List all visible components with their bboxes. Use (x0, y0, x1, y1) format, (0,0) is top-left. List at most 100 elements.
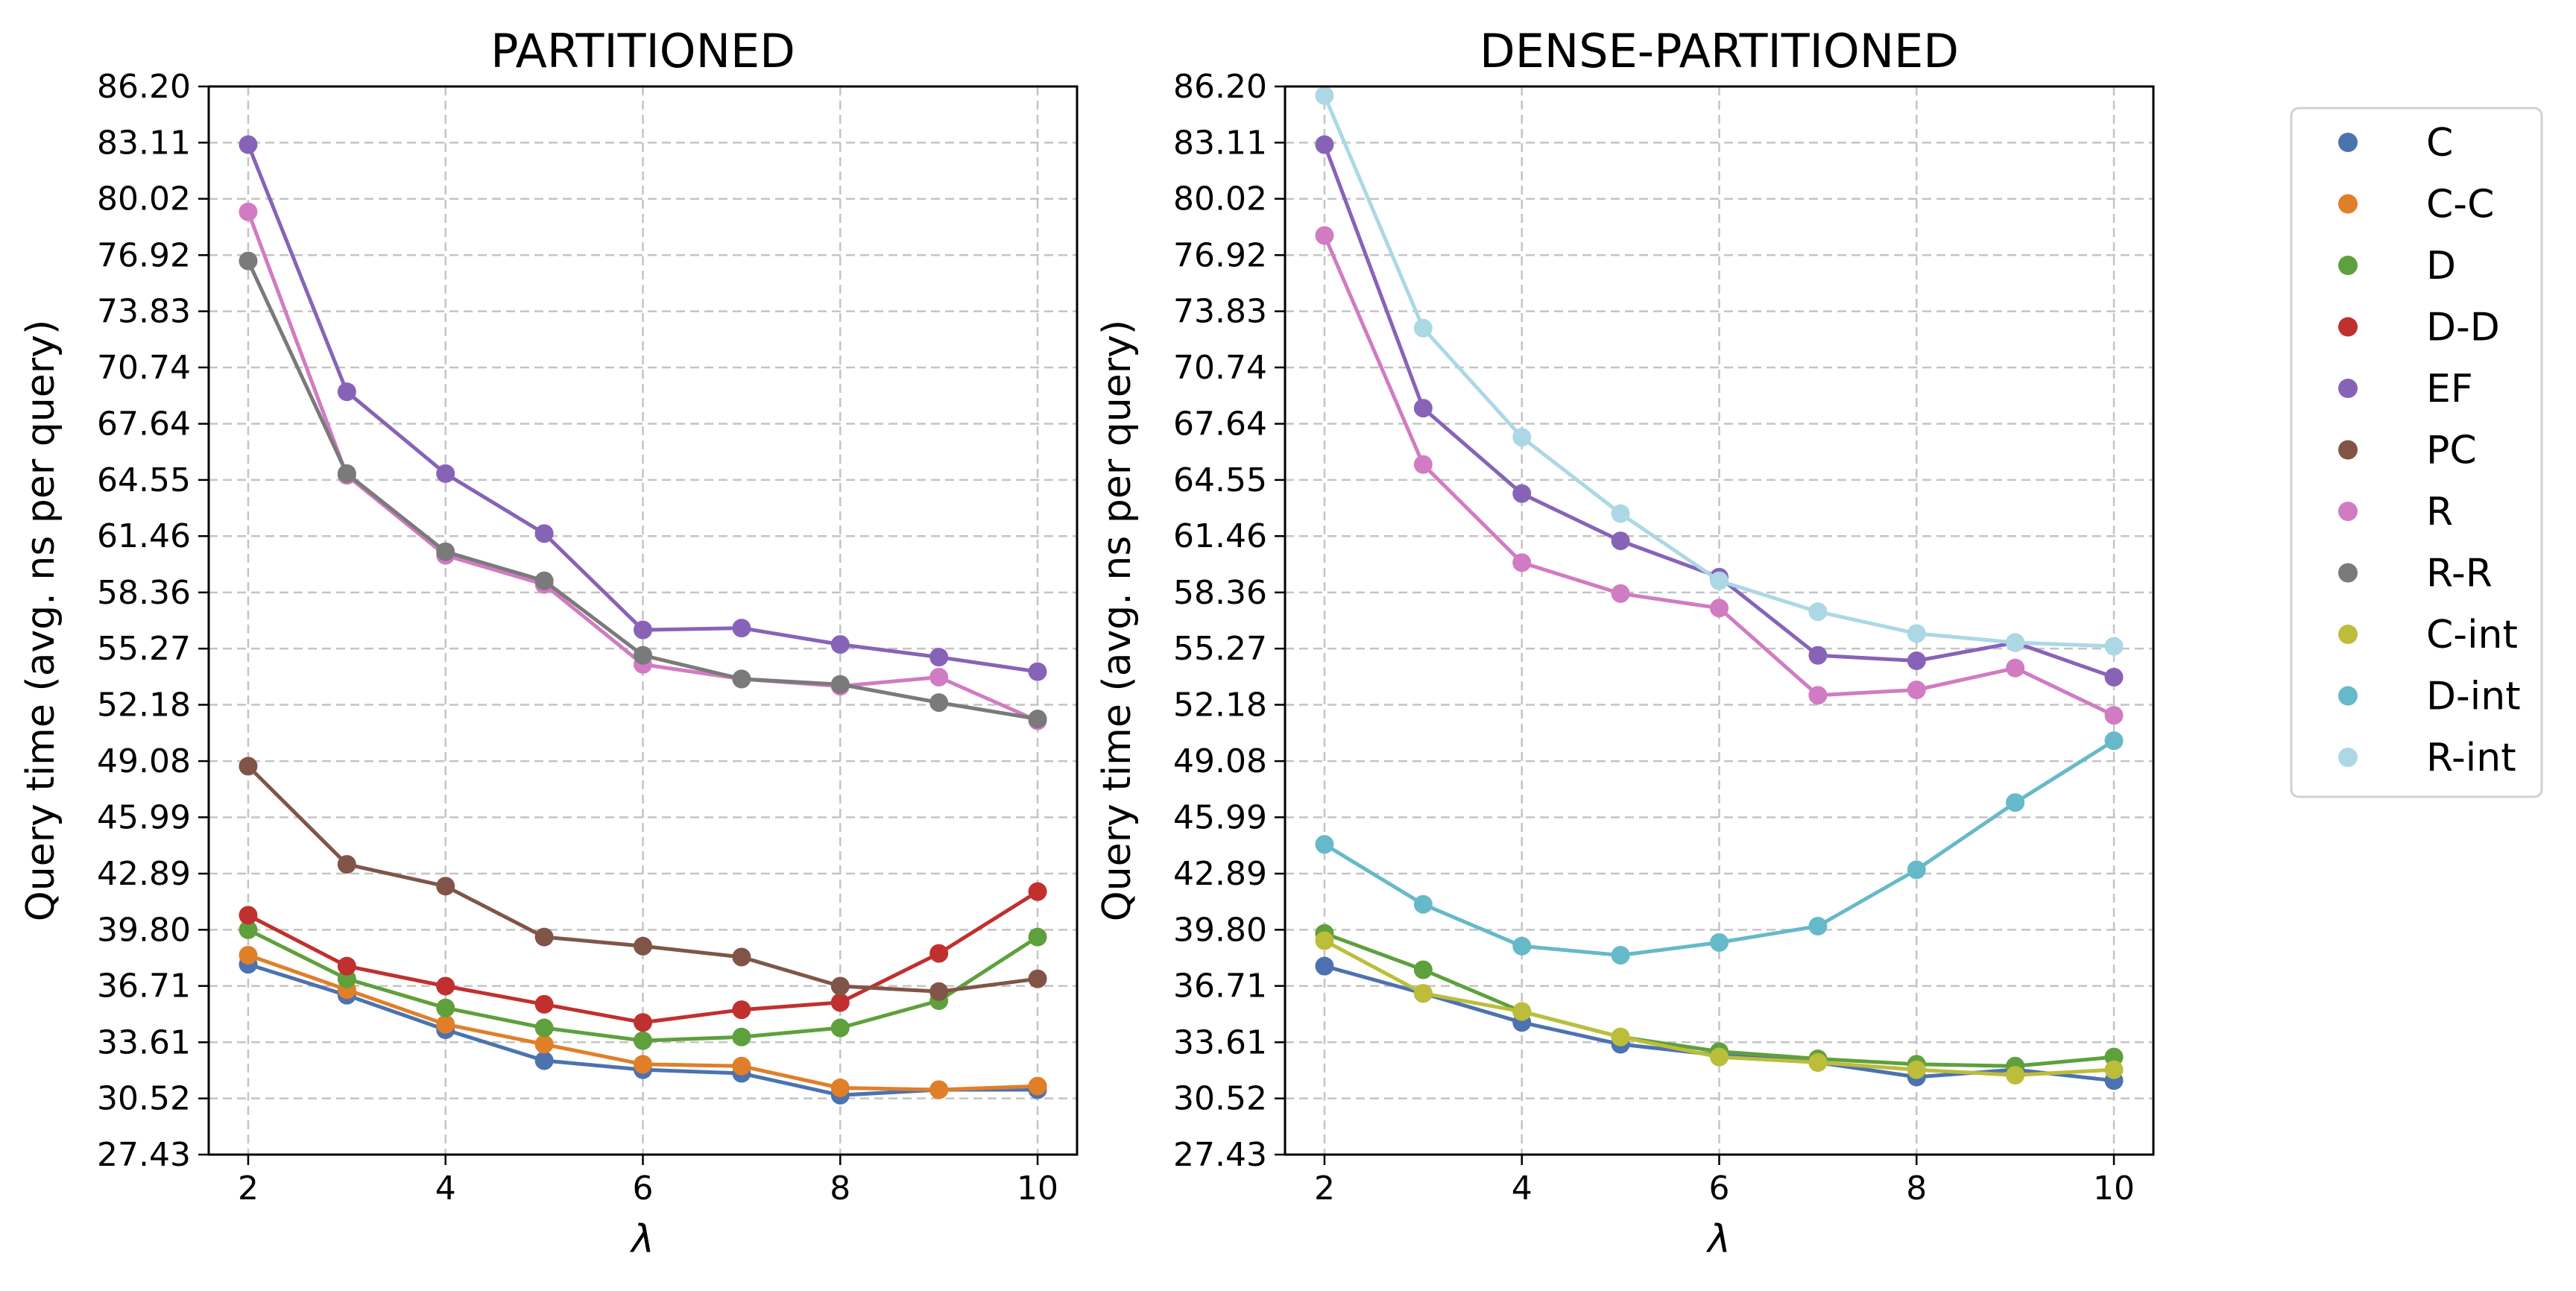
data-point-pc (929, 982, 949, 1001)
legend-entry-r-int: R-int (2338, 736, 2516, 780)
legend-label: R-int (2426, 736, 2516, 780)
data-point-c-int (1512, 1002, 1532, 1021)
y-tick-label: 49.08 (1173, 742, 1267, 780)
data-point-d-int (1907, 860, 1926, 880)
data-point-ef (2104, 667, 2124, 686)
series-r (1315, 226, 2124, 725)
data-point-d (634, 1031, 652, 1050)
y-axis-label: Query time (avg. ns per query) (1095, 320, 1140, 921)
data-point-pc (337, 855, 356, 874)
data-point-r-int (1611, 504, 1630, 523)
data-point-d-d (337, 956, 356, 976)
data-point-ef (1413, 399, 1433, 418)
x-tick-label: 10 (1017, 1170, 1058, 1208)
y-tick-label: 73.83 (97, 293, 191, 331)
data-point-ef (1315, 135, 1334, 154)
legend-label: D (2426, 244, 2456, 288)
y-tick-label: 76.92 (1173, 236, 1267, 274)
y-tick-label: 45.99 (97, 798, 191, 836)
data-point-r-r (732, 669, 751, 689)
x-axis-label: λ (629, 1217, 654, 1262)
panel-dense-partitioned: 27.43 30.52 33.61 36.71 39.80 42.89 45.99 49.08… (1095, 24, 2155, 1262)
y-tick-label: 52.18 (97, 686, 191, 725)
legend-marker-c (2338, 133, 2358, 152)
data-point-pc (732, 947, 751, 967)
legend-label: D-D (2426, 306, 2500, 350)
y-tick-label: 39.80 (97, 911, 191, 949)
data-point-r (1907, 681, 1926, 700)
data-point-ef (1907, 651, 1926, 671)
series-r-r (239, 251, 1047, 729)
legend-entry-d-d: D-D (2338, 306, 2500, 350)
series-ef (239, 135, 1047, 681)
legend-marker-pc (2338, 440, 2358, 460)
y-tick-label: 33.61 (97, 1023, 191, 1061)
data-point-pc (1028, 969, 1047, 988)
series-c-c (239, 946, 1047, 1099)
data-point-r-r (830, 675, 850, 694)
legend: C C-C D D-D EF PC R R-R C-int D-int R-int (2290, 107, 2543, 798)
data-point-ef (929, 648, 949, 667)
legend-label: C (2426, 121, 2453, 165)
data-point-ef (1808, 646, 1828, 665)
legend-label: D-int (2426, 675, 2521, 719)
y-tick-label: 52.18 (1173, 686, 1267, 725)
legend-marker-d-d (2338, 317, 2358, 337)
data-point-c-int (2104, 1060, 2124, 1079)
data-point-d-int (2006, 793, 2025, 812)
y-tick-label: 64.55 (97, 461, 191, 499)
x-tick-label: 8 (1906, 1170, 1927, 1208)
panel-title: DENSE-PARTITIONED (1480, 24, 1959, 78)
y-tick-label: 67.64 (1173, 405, 1267, 444)
legend-entry-c-c: C-C (2338, 183, 2494, 227)
legend-entry-r: R (2338, 490, 2453, 534)
data-point-pc (534, 927, 554, 947)
legend-entry-c: C (2338, 121, 2453, 165)
y-tick-label: 33.61 (1173, 1023, 1267, 1061)
legend-entry-c-int: C-int (2338, 613, 2518, 657)
data-point-r-r (929, 693, 949, 713)
legend-entry-d-int: D-int (2338, 675, 2521, 719)
legend-label: R (2426, 490, 2453, 534)
data-point-r-r (534, 571, 554, 590)
data-point-c-c (732, 1056, 751, 1076)
data-point-r-r (239, 251, 258, 271)
data-point-c-int (2006, 1065, 2025, 1085)
plot-frame (207, 85, 1079, 1156)
legend-label: C-int (2426, 613, 2518, 657)
legend-entry-pc: PC (2338, 429, 2477, 473)
data-point-r-int (1808, 602, 1828, 622)
y-tick-label: 83.11 (97, 124, 191, 162)
data-point-c-int (1315, 931, 1334, 950)
data-point-d (732, 1027, 751, 1047)
data-point-c-c (634, 1055, 652, 1074)
data-point-r-r (1028, 710, 1047, 729)
data-point-r-int (1315, 86, 1334, 105)
data-point-c-int (1907, 1060, 1926, 1079)
legend-label: C-C (2426, 183, 2494, 227)
data-point-r-int (1710, 571, 1729, 590)
legend-marker-d-int (2338, 686, 2358, 706)
y-tick-label: 76.92 (97, 236, 191, 274)
y-tick-label: 27.43 (97, 1136, 191, 1174)
x-tick-label: 10 (2093, 1170, 2135, 1208)
y-tick-label: 86.20 (97, 68, 191, 106)
y-tick-label: 64.55 (1173, 461, 1267, 499)
data-point-ef (337, 382, 356, 402)
data-point-d (830, 1018, 850, 1038)
y-tick-label: 30.52 (1173, 1080, 1267, 1118)
data-point-ef (436, 464, 455, 483)
legend-entry-ef: EF (2338, 367, 2473, 411)
data-point-ef (634, 620, 652, 640)
data-point-pc (436, 877, 455, 896)
legend-label: R-R (2426, 552, 2493, 596)
legend-marker-r-r (2338, 563, 2358, 583)
data-point-pc (634, 936, 652, 956)
y-tick-label: 80.02 (1173, 180, 1267, 218)
data-point-r (1315, 226, 1334, 245)
data-point-d (1413, 960, 1433, 979)
legend-entry-d: D (2338, 244, 2456, 288)
data-point-r (239, 202, 258, 221)
data-point-r-r (337, 464, 356, 483)
